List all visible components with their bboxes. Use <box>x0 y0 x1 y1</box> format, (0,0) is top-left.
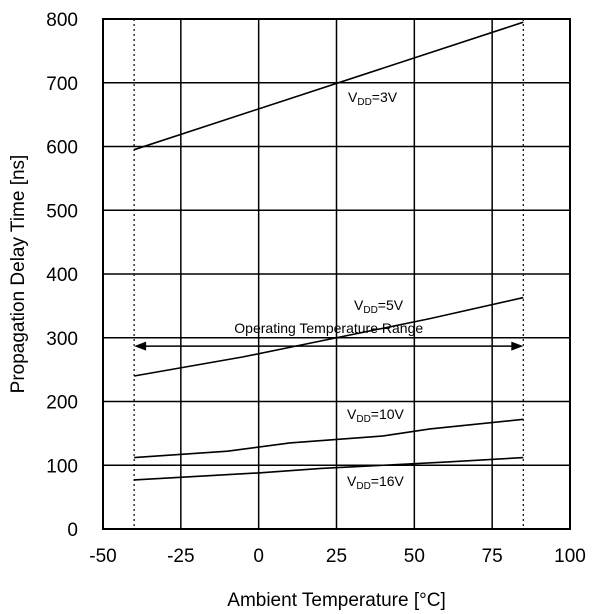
y-tick-label-8: 800 <box>46 10 78 31</box>
series-lines <box>133 21 524 481</box>
y-tick-label-0: 0 <box>67 520 78 541</box>
plot-frame <box>102 18 571 530</box>
range-arrow-left-head <box>134 341 147 351</box>
y-axis-title: Propagation Delay Time [ns] <box>8 155 29 394</box>
series-label-2: VDD=10V <box>347 406 405 425</box>
series-label-3: VDD=16V <box>347 473 405 492</box>
series-labels: VDD=3V VDD=5V VDD=10V VDD=16V <box>347 89 405 492</box>
x-tick-label-0: -50 <box>89 546 116 567</box>
x-tick-label-1: -25 <box>167 546 194 567</box>
y-tick-label-1: 100 <box>46 456 78 477</box>
operating-range-reference-lines <box>133 19 524 529</box>
x-tick-label-4: 50 <box>404 546 425 567</box>
y-tick-label-5: 500 <box>46 201 78 222</box>
series-line-1 <box>133 296 524 377</box>
y-tick-label-4: 400 <box>46 265 78 286</box>
series-line-0 <box>133 21 524 151</box>
y-tick-labels: 0 100 200 300 400 500 600 700 800 <box>46 10 78 541</box>
series-label-0: VDD=3V <box>348 89 398 108</box>
x-tick-label-2: 0 <box>253 546 264 567</box>
y-tick-label-6: 600 <box>46 138 78 159</box>
x-tick-label-3: 25 <box>326 546 347 567</box>
series-line-3 <box>134 456 524 481</box>
grid <box>102 18 571 530</box>
range-arrow-right-head <box>511 341 524 351</box>
series-label-1: VDD=5V <box>354 297 404 316</box>
x-tick-label-6: 100 <box>554 546 586 567</box>
x-tick-label-5: 75 <box>482 546 503 567</box>
x-tick-labels: -50 -25 0 25 50 75 100 <box>89 546 586 567</box>
x-axis-title: Ambient Temperature [°C] <box>227 590 445 611</box>
operating-range-annotation: Operating Temperature Range <box>134 320 524 351</box>
operating-range-label: Operating Temperature Range <box>234 320 423 336</box>
series-line-2 <box>134 418 524 459</box>
y-tick-label-2: 200 <box>46 393 78 414</box>
y-tick-label-3: 300 <box>46 329 78 350</box>
y-tick-label-7: 700 <box>46 74 78 95</box>
